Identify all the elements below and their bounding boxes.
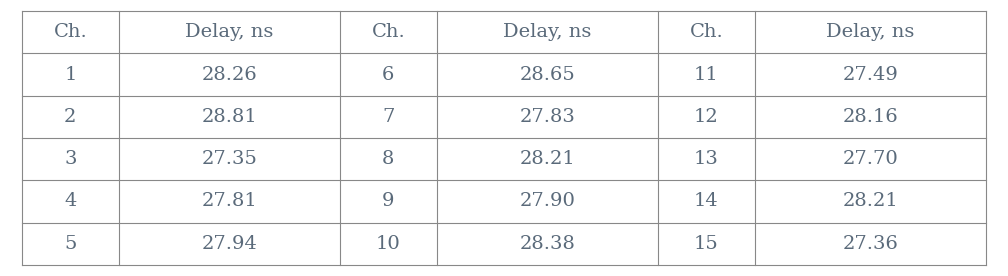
Text: 9: 9 bbox=[382, 192, 394, 211]
Text: 28.21: 28.21 bbox=[843, 192, 898, 211]
Text: 8: 8 bbox=[382, 150, 394, 168]
Text: 28.38: 28.38 bbox=[519, 235, 576, 253]
Text: 2: 2 bbox=[65, 108, 77, 126]
Text: 28.81: 28.81 bbox=[202, 108, 257, 126]
Text: 10: 10 bbox=[376, 235, 401, 253]
Text: 27.81: 27.81 bbox=[202, 192, 257, 211]
Text: Ch.: Ch. bbox=[53, 23, 88, 41]
Text: 27.83: 27.83 bbox=[519, 108, 576, 126]
Text: 27.35: 27.35 bbox=[202, 150, 257, 168]
Text: Delay, ns: Delay, ns bbox=[826, 23, 914, 41]
Text: Delay, ns: Delay, ns bbox=[185, 23, 273, 41]
Text: 3: 3 bbox=[65, 150, 77, 168]
Text: 7: 7 bbox=[382, 108, 394, 126]
Text: Delay, ns: Delay, ns bbox=[503, 23, 592, 41]
Text: 15: 15 bbox=[694, 235, 719, 253]
Text: 4: 4 bbox=[65, 192, 77, 211]
Text: 28.21: 28.21 bbox=[519, 150, 576, 168]
Text: 27.36: 27.36 bbox=[843, 235, 898, 253]
Text: 28.26: 28.26 bbox=[202, 65, 257, 84]
Text: 27.90: 27.90 bbox=[519, 192, 576, 211]
Text: 27.49: 27.49 bbox=[843, 65, 898, 84]
Text: 28.65: 28.65 bbox=[519, 65, 576, 84]
Text: 27.70: 27.70 bbox=[843, 150, 898, 168]
Text: 11: 11 bbox=[694, 65, 719, 84]
Text: 13: 13 bbox=[694, 150, 719, 168]
Text: Ch.: Ch. bbox=[372, 23, 405, 41]
Text: 5: 5 bbox=[65, 235, 77, 253]
Text: 28.16: 28.16 bbox=[843, 108, 898, 126]
Text: 14: 14 bbox=[694, 192, 719, 211]
Text: 1: 1 bbox=[65, 65, 77, 84]
Text: 6: 6 bbox=[382, 65, 394, 84]
Text: 12: 12 bbox=[694, 108, 719, 126]
Text: Ch.: Ch. bbox=[689, 23, 724, 41]
Text: 27.94: 27.94 bbox=[202, 235, 257, 253]
